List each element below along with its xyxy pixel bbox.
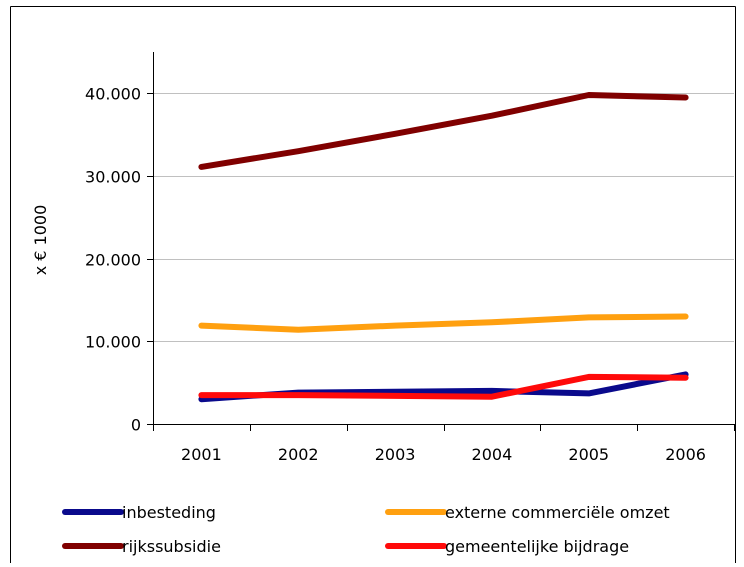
series-line-rijkssubsidie [198,92,689,170]
y-axis-label: x € 1000 [31,205,50,276]
x-tick-label: 2003 [375,445,416,464]
legend-label: rijkssubsidie [122,537,221,556]
y-tick-label: 0 [131,416,141,435]
y-tick-label: 20.000 [85,251,141,270]
legend: inbesteding externe commerciële omzet rijk… [62,503,670,556]
y-tick-label: 10.000 [85,333,141,352]
legend-label: externe commerciële omzet [445,503,670,522]
x-tick-label: 2006 [665,445,706,464]
series-line-gemeentelijke-bijdrage [198,373,689,400]
y-tick-labels: 0 10.000 20.000 30.000 40.000 [85,85,141,435]
x-tick-label: 2005 [568,445,609,464]
legend-label: gemeentelijke bijdrage [445,537,629,556]
x-tick-label: 2002 [278,445,319,464]
series-line-externe-commerciële-omzet [198,313,689,333]
legend-label: inbesteding [122,503,216,522]
x-tick-labels: 2001 2002 2003 2004 2005 2006 [181,445,706,464]
series-lines [198,92,689,403]
y-tick-label: 30.000 [85,168,141,187]
y-tick-label: 40.000 [85,85,141,104]
x-tick-label: 2004 [472,445,513,464]
x-tick-label: 2001 [181,445,222,464]
gridlines [153,93,734,342]
axes [147,52,735,431]
